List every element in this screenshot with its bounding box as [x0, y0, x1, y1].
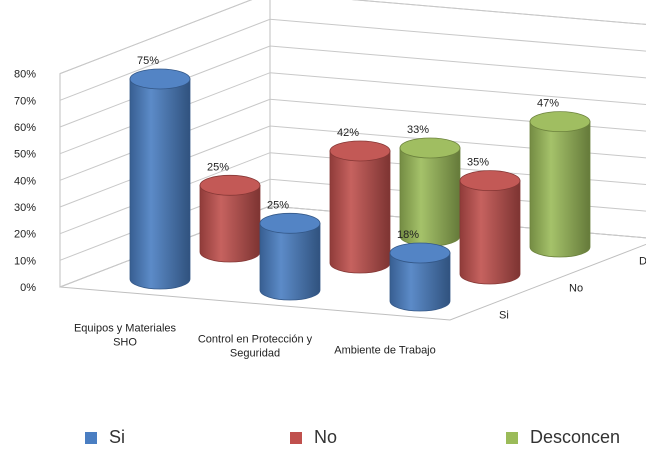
depth-tick-label: Si [499, 310, 509, 322]
y-tick-label: 20% [14, 229, 36, 241]
bar-top [259, 212, 321, 234]
bar-top [129, 68, 191, 90]
category-label: Control en Protección y Seguridad [198, 334, 313, 360]
data-label: 42% [337, 127, 359, 139]
legend-item-si: Si [85, 427, 125, 448]
bar-body [199, 184, 261, 263]
legend-label-si: Si [109, 427, 126, 447]
y-tick-label: 60% [14, 122, 36, 134]
bar-si-2: 25% [259, 199, 321, 301]
bar-top [459, 170, 521, 192]
bar-body [459, 180, 521, 285]
data-label: 35% [467, 157, 489, 169]
data-label: 18% [397, 229, 419, 241]
bar-top [199, 174, 261, 196]
legend-label-no: No [314, 427, 338, 447]
bar-body [529, 121, 591, 258]
gridline [59, 0, 646, 75]
bar-top [389, 242, 451, 264]
bar-top [399, 137, 461, 159]
legend-swatch-desconcen [506, 431, 518, 444]
bar-si-1: 75% [129, 55, 191, 290]
bar-no-3: 35% [459, 157, 521, 285]
bar-top [529, 111, 591, 133]
category-label: Equipos y Materiales SHO [74, 323, 177, 349]
y-tick-label: 80% [14, 69, 36, 81]
bar-top [329, 140, 391, 162]
data-label: 25% [267, 199, 289, 211]
bar-no-1: 25% [199, 161, 261, 263]
y-tick-label: 70% [14, 95, 36, 107]
depth-tick-label: No [569, 283, 583, 295]
x-axis: Equipos y Materiales SHO Control en Protec… [74, 323, 436, 360]
legend-swatch-no [290, 431, 302, 444]
y-tick-label: 10% [14, 255, 36, 267]
y-tick-label: 50% [14, 149, 36, 161]
data-label: 75% [137, 55, 159, 67]
bar-no-2: 42% [329, 127, 391, 274]
legend: Si No Desconcen [0, 425, 646, 449]
category-label: Ambiente de Trabajo [334, 345, 436, 357]
bar-desconcen-2: 33% [399, 124, 461, 247]
y-tick-label: 40% [14, 175, 36, 187]
plot-area: 33% 47% 25% 42% 35% 75% 25% 18% [129, 55, 591, 312]
data-label: 47% [537, 98, 559, 110]
bar-body [389, 252, 451, 312]
depth-tick-label: Desconcen [639, 256, 646, 268]
data-label: 33% [407, 124, 429, 136]
bar-body [129, 78, 191, 290]
data-label: 25% [207, 161, 229, 173]
gridline [59, 18, 646, 101]
legend-item-no: No [290, 427, 337, 448]
legend-swatch-si [85, 431, 97, 444]
bar-body [329, 150, 391, 274]
depth-axis: Si No Desconcen [499, 256, 646, 322]
bar-si-3: 18% [389, 229, 451, 312]
bar-body [259, 222, 321, 301]
y-tick-label: 30% [14, 202, 36, 214]
legend-item-desconcen: Desconcen [506, 427, 620, 448]
bar-desconcen-3: 47% [529, 98, 591, 258]
legend-label-desconcen: Desconcen [530, 427, 621, 447]
y-tick-label: 0% [20, 282, 36, 294]
y-axis: 0% 10% 20% 30% 40% 50% 60% 70% 80% [14, 69, 36, 294]
